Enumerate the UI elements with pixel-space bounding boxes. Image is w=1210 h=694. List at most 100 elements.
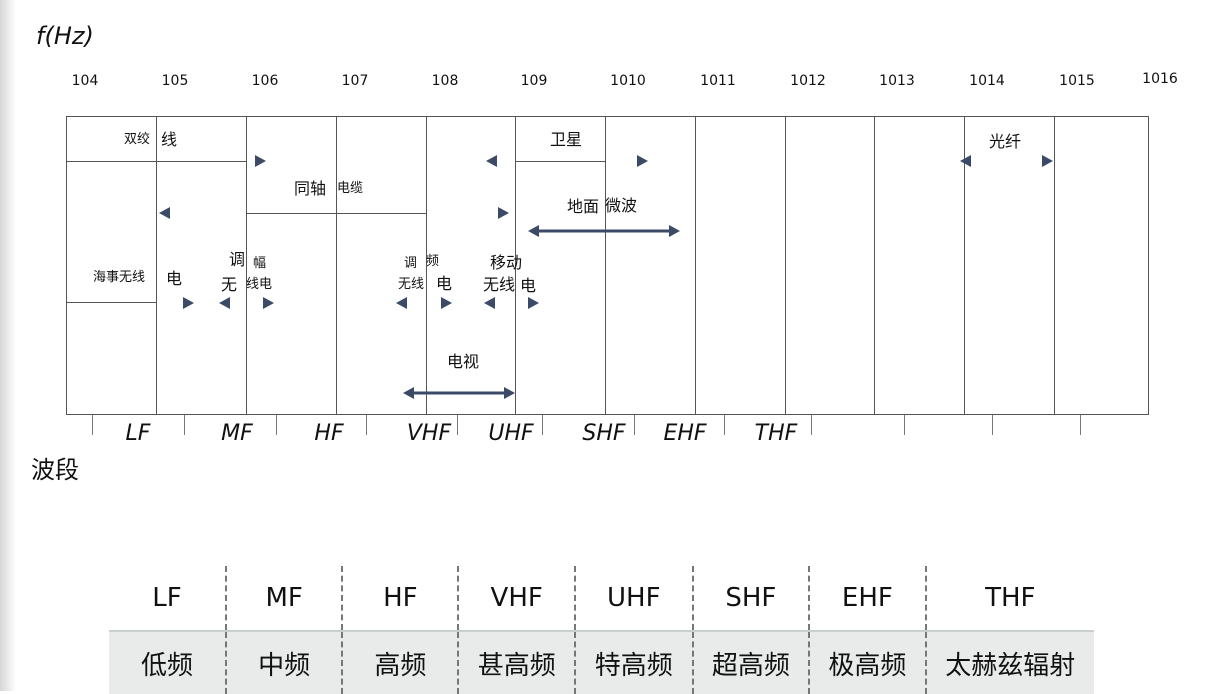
- freq-tick: 1012: [790, 73, 826, 89]
- fm-radio-label: 无线: [398, 277, 425, 292]
- fm-radio-label: 频: [426, 254, 440, 269]
- band-label: EHF: [663, 421, 707, 446]
- band-code-cell: UHF: [573, 566, 693, 631]
- twisted-pair-label: 线: [161, 130, 178, 149]
- fm-start-arrow-icon: [396, 297, 407, 309]
- band-tick: [92, 415, 93, 435]
- am-start-arrow-icon: [219, 297, 230, 309]
- maritime-radio-label: 海事无线: [93, 270, 146, 285]
- grid-divider: [336, 116, 337, 415]
- grid-divider: [874, 116, 875, 415]
- grid-divider: [785, 116, 786, 415]
- freq-tick: 1014: [969, 73, 1005, 89]
- band-name-cell: 太赫兹辐射: [924, 630, 1094, 694]
- freq-tick: 1016: [1142, 71, 1178, 87]
- mobile-radio-label: 无线: [483, 275, 516, 294]
- band-code-cell: MF: [225, 566, 343, 631]
- band-tick: [457, 415, 458, 435]
- band-tick: [904, 415, 905, 435]
- fiber-end-arrow-icon: [1042, 155, 1053, 167]
- tv-label: 电视: [447, 352, 480, 371]
- band-tick: [724, 415, 725, 435]
- am-radio-label: 无: [221, 275, 238, 294]
- microwave-label: 微波: [605, 196, 638, 215]
- tv-range-arrow-icon: [403, 387, 515, 399]
- grid-divider: [426, 116, 427, 415]
- am-radio-label: 调: [229, 250, 246, 269]
- band-tick: [276, 415, 277, 435]
- freq-tick: 104: [71, 73, 99, 89]
- microwave-label: 地面: [567, 197, 600, 216]
- grid-divider: [964, 116, 965, 415]
- band-label: HF: [314, 421, 344, 446]
- band-code-cell: HF: [341, 566, 459, 631]
- optical-fiber-label: 光纤: [989, 132, 1022, 151]
- spectrum-grid: [66, 116, 1149, 415]
- freq-tick: 107: [341, 73, 369, 89]
- band-code-cell: THF: [924, 566, 1094, 631]
- fm-radio-label: 调: [404, 256, 418, 271]
- grid-divider: [1054, 116, 1055, 415]
- fm-end-arrow-icon: [441, 297, 452, 309]
- coax-label: 同轴: [294, 179, 327, 198]
- band-tick: [366, 415, 367, 435]
- freq-tick: 1010: [610, 73, 646, 89]
- grid-divider: [605, 116, 606, 415]
- band-label: LF: [125, 421, 151, 446]
- band-name-cell: 高频: [341, 630, 459, 694]
- microwave-range-arrow-icon: [528, 225, 680, 237]
- band-table: LF MF HF VHF UHF SHF EHF THF 低频 中频 高频 甚高…: [109, 566, 1094, 694]
- band-code-cell: LF: [109, 566, 227, 631]
- mobile-start-arrow-icon: [484, 297, 495, 309]
- band-tick: [992, 415, 993, 435]
- band-name-row: 低频 中频 高频 甚高频 特高频 超高频 极高频 太赫兹辐射: [109, 630, 1094, 694]
- am-radio-label: 线电: [246, 277, 273, 292]
- band-axis-title: 波段: [31, 456, 79, 484]
- satellite-divider: [515, 161, 605, 162]
- freq-tick: 109: [520, 73, 548, 89]
- maritime-end-arrow-icon: [183, 297, 194, 309]
- freq-tick: 1011: [700, 73, 736, 89]
- grid-divider: [515, 116, 516, 415]
- band-label: VHF: [406, 421, 452, 446]
- satellite-label: 卫星: [550, 130, 583, 149]
- page-edge-shadow: [0, 0, 16, 691]
- band-name-cell: 甚高频: [457, 630, 575, 694]
- band-name-cell: 低频: [109, 630, 227, 694]
- coax-end-arrow-icon: [486, 155, 497, 167]
- band-code-cell: VHF: [457, 566, 575, 631]
- band-name-cell: 极高频: [808, 630, 926, 694]
- freq-tick: 105: [161, 73, 189, 89]
- satellite-start-arrow-icon: [498, 207, 509, 219]
- am-radio-label: 幅: [253, 256, 267, 271]
- band-code-cell: SHF: [691, 566, 810, 631]
- freq-tick: 108: [431, 73, 459, 89]
- band-tick: [542, 415, 543, 435]
- band-label: UHF: [488, 421, 534, 446]
- grid-divider: [246, 116, 247, 415]
- grid-divider: [695, 116, 696, 415]
- mobile-radio-label: 移动: [490, 253, 523, 272]
- maritime-divider: [66, 302, 156, 303]
- band-label: THF: [754, 421, 798, 446]
- band-label: MF: [221, 421, 253, 446]
- satellite-end-arrow-icon: [637, 155, 648, 167]
- twisted-pair-label: 双绞: [124, 132, 151, 147]
- band-code-cell: EHF: [808, 566, 926, 631]
- band-code-row: LF MF HF VHF UHF SHF EHF THF: [109, 566, 1094, 631]
- freq-tick: 106: [251, 73, 279, 89]
- freq-tick: 1015: [1059, 73, 1095, 89]
- coax-divider: [246, 213, 426, 214]
- am-end-arrow-icon: [263, 297, 274, 309]
- band-name-cell: 中频: [225, 630, 343, 694]
- band-tick: [1080, 415, 1081, 435]
- fiber-start-arrow-icon: [960, 155, 971, 167]
- twisted-pair-end-arrow-icon: [159, 207, 170, 219]
- band-tick: [811, 415, 812, 435]
- band-name-cell: 超高频: [691, 630, 810, 694]
- mobile-radio-label: 电: [520, 276, 537, 295]
- band-tick: [634, 415, 635, 435]
- freq-tick: 1013: [879, 73, 915, 89]
- coax-label: 电缆: [337, 181, 364, 196]
- grid-divider: [156, 116, 157, 415]
